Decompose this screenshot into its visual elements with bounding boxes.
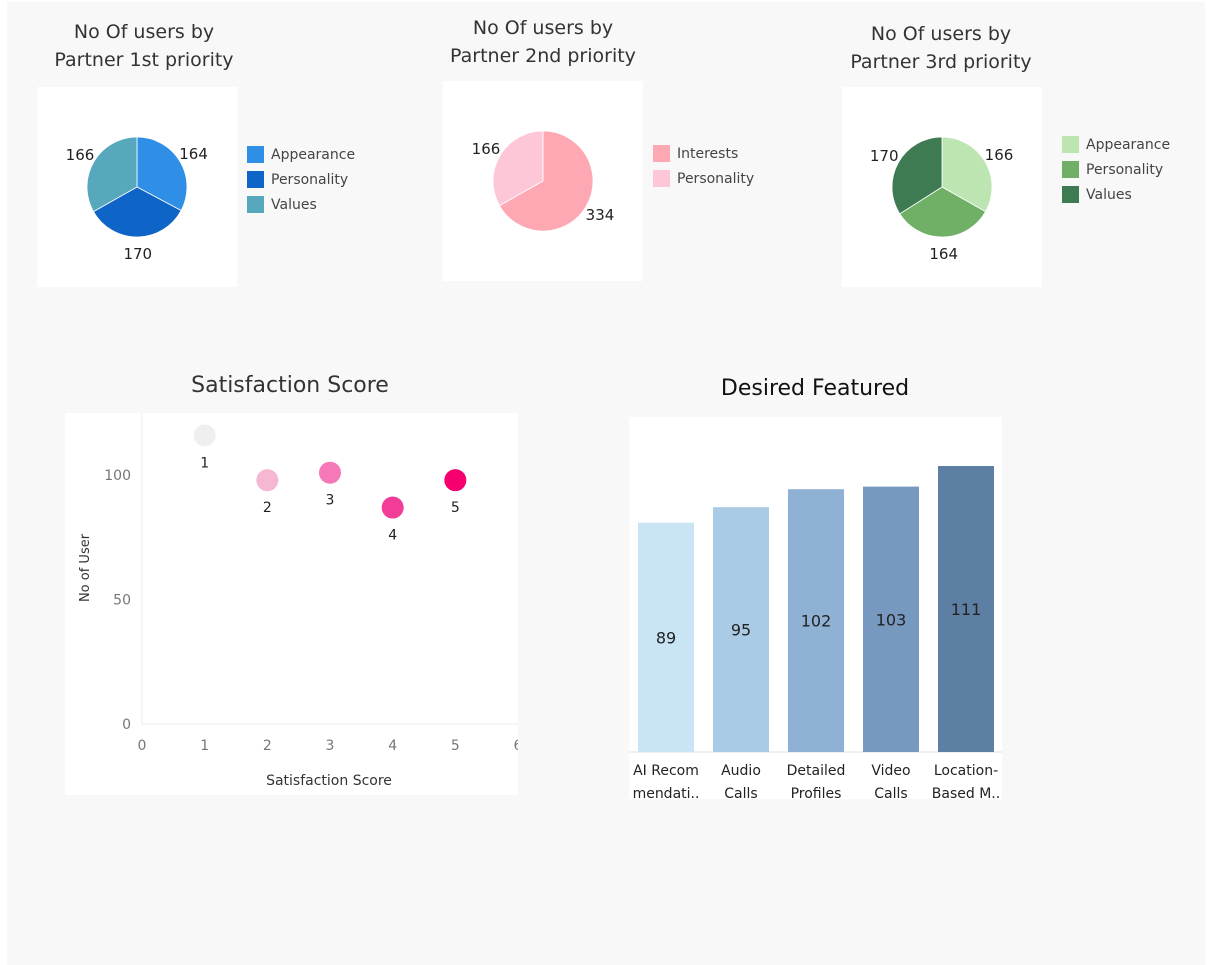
category-label-line1: Detailed	[787, 763, 846, 779]
pie-slice-appearance[interactable]	[136, 136, 188, 212]
category-label-line1: AI Recom	[633, 763, 699, 779]
pie-1-title-line2: Partner 1st priority	[54, 49, 234, 71]
pie-slice-interests[interactable]	[498, 130, 594, 232]
pie-3-title: No Of users by Partner 3rd priority	[811, 20, 1071, 76]
bar-value-label: 103	[876, 610, 907, 629]
bar-card: 89 AI Recom mendati.. 95 Audio Calls 102 Detail…	[629, 417, 1002, 802]
legend-label: Values	[271, 197, 317, 213]
x-tick-label: 6	[514, 738, 518, 754]
scatter-point-label: 4	[388, 528, 397, 544]
x-tick-label: 2	[263, 738, 272, 754]
pie-value-label: 334	[586, 206, 615, 224]
x-axis-title: Satisfaction Score	[266, 773, 392, 789]
scatter-point-label: 3	[326, 493, 335, 509]
pie-1-title: No Of users by Partner 1st priority	[14, 18, 274, 74]
pie-value-label: 164	[929, 245, 958, 263]
category-label-line2: mendati..	[633, 786, 700, 799]
bar-value-label: 102	[801, 612, 832, 631]
y-axis-title: No of User	[78, 533, 93, 602]
y-tick-label: 100	[104, 468, 131, 484]
category-label-line1: Video	[871, 763, 910, 779]
pie-1-title-line1: No Of users by	[73, 21, 215, 43]
bar-title: Desired Featured	[720, 376, 910, 401]
pie-slice-personality[interactable]	[492, 130, 544, 207]
y-tick-label: 50	[113, 593, 131, 609]
x-tick-label: 3	[326, 738, 335, 754]
bar[interactable]	[638, 522, 694, 752]
pie-2-title-line1: No Of users by	[472, 17, 614, 39]
pie-2-card: 334 166	[443, 81, 643, 281]
pie-slice-values[interactable]	[891, 136, 943, 215]
pie-3-title-line1: No Of users by	[870, 23, 1012, 45]
legend-label: Values	[1086, 187, 1132, 203]
x-tick-label: 0	[138, 738, 147, 754]
legend-label: Personality	[677, 171, 755, 187]
legend-label: Personality	[1086, 162, 1164, 178]
x-tick-label: 4	[388, 738, 397, 754]
dashboard: No Of users by Partner 1st priority 164 1…	[7, 2, 1205, 965]
legend-label: Personality	[271, 172, 349, 188]
legend-swatch	[653, 145, 670, 162]
pie-2-chart: 334 166	[472, 130, 615, 232]
legend-swatch	[653, 170, 670, 187]
category-label-line2: Calls	[874, 786, 907, 799]
pie-value-label: 166	[472, 140, 501, 158]
legend-label: Appearance	[271, 147, 356, 163]
y-tick-label: 0	[122, 717, 131, 733]
bar-value-label: 89	[656, 628, 676, 647]
scatter-point-label: 2	[263, 500, 272, 516]
pie-value-label: 166	[66, 146, 95, 164]
x-tick-label: 5	[451, 738, 460, 754]
pie-3-title-line2: Partner 3rd priority	[850, 51, 1032, 73]
bar[interactable]	[938, 466, 994, 752]
pie-value-label: 164	[179, 145, 208, 163]
bar[interactable]	[863, 486, 919, 752]
pie-1-chart: 164 170 166	[66, 136, 208, 263]
category-label-line1: Audio	[721, 763, 761, 779]
scatter-point-label: 1	[200, 455, 209, 471]
category-label-line2: Based M..	[932, 786, 1000, 799]
legend-swatch	[247, 146, 264, 163]
bar-chart: 89 AI Recom mendati.. 95 Audio Calls 102 Detail…	[629, 466, 1002, 802]
bar[interactable]	[788, 489, 844, 752]
category-label-line2: Calls	[724, 786, 757, 799]
category-label-line2: Profiles	[791, 786, 842, 799]
bar-value-label: 95	[731, 621, 751, 640]
scatter-point[interactable]	[193, 424, 216, 447]
pie-3-card: 166 164 170	[842, 87, 1042, 287]
legend-label: Interests	[677, 146, 739, 162]
bar-value-label: 111	[951, 600, 982, 619]
scatter-point[interactable]	[256, 469, 279, 492]
legend-swatch	[247, 171, 264, 188]
scatter-chart: 0 50 100 0 1 2 3 4 5 6 Satisfaction Score No of Use…	[78, 413, 523, 789]
scatter-card: 0 50 100 0 1 2 3 4 5 6 Satisfaction Score No of Use…	[65, 413, 523, 795]
bar[interactable]	[713, 507, 769, 752]
x-tick-label: 1	[200, 738, 209, 754]
scatter-point[interactable]	[381, 496, 404, 519]
legend-label: Appearance	[1086, 137, 1171, 153]
pie-slice-personality[interactable]	[899, 186, 987, 238]
category-label-line1: Location-	[934, 763, 998, 779]
legend-swatch	[1062, 136, 1079, 153]
pie-slice-values[interactable]	[86, 136, 138, 213]
scatter-point[interactable]	[444, 469, 467, 492]
pie-2-title-line2: Partner 2nd priority	[450, 45, 636, 67]
pie-value-label: 170	[123, 245, 152, 263]
scatter-title: Satisfaction Score	[191, 373, 389, 398]
pie-3-chart: 166 164 170	[870, 136, 1014, 263]
pie-2-title: No Of users by Partner 2nd priority	[413, 14, 673, 70]
pie-1-card: 164 170 166	[37, 87, 237, 287]
pie-value-label: 166	[985, 146, 1014, 164]
pie-slice-appearance[interactable]	[941, 136, 993, 213]
scatter-point-label: 5	[451, 500, 460, 516]
scatter-point[interactable]	[319, 461, 341, 484]
legend-swatch	[1062, 161, 1079, 178]
pie-value-label: 170	[870, 147, 899, 165]
legend-swatch	[1062, 186, 1079, 203]
legend-swatch	[247, 196, 264, 213]
